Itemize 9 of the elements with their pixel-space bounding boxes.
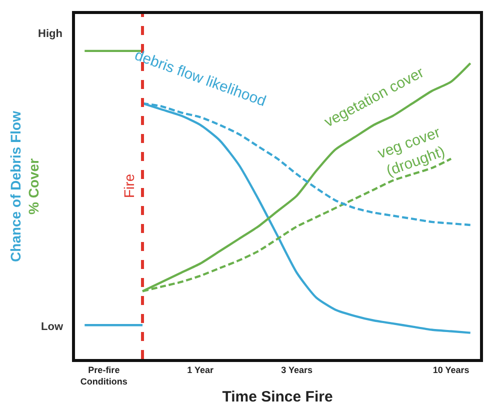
x-tick-label: Pre-fire Conditions [80, 364, 128, 386]
y-axis-title: Chance of Debris Flow % Cover [7, 110, 42, 262]
x-axis-title: Time Since Fire [222, 388, 333, 406]
x-tick-label: 3 Years [281, 364, 312, 375]
x-tick-label: 10 Years [432, 364, 470, 375]
annotation: Fire [121, 174, 137, 198]
x-tick-label: 1 Year [187, 364, 214, 375]
text: High [38, 28, 63, 40]
text: Low [41, 321, 64, 333]
